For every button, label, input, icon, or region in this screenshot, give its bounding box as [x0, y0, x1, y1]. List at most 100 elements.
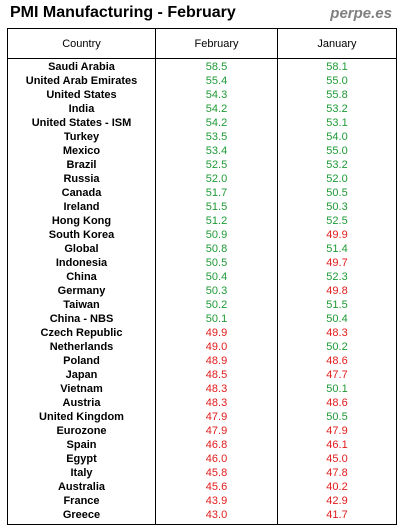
column-divider — [155, 29, 156, 524]
country-cell: Turkey — [63, 131, 100, 143]
header-divider — [8, 58, 396, 59]
january-value: 50.5 — [326, 187, 348, 199]
february-value: 46.8 — [205, 439, 228, 451]
february-value: 50.2 — [205, 299, 228, 311]
february-value: 45.8 — [205, 467, 228, 479]
january-value: 55.0 — [326, 145, 348, 157]
february-value: 50.1 — [205, 313, 228, 325]
table-row: Eurozone 47.9 47.9 — [8, 424, 396, 438]
table-row: Taiwan 50.2 51.5 — [8, 298, 396, 312]
january-value: 52.0 — [326, 173, 348, 185]
table-row: Poland 48.9 48.6 — [8, 354, 396, 368]
february-value: 50.3 — [205, 285, 228, 297]
january-value: 58.1 — [326, 61, 348, 73]
country-cell: Global — [64, 243, 99, 255]
february-value: 51.2 — [205, 215, 228, 227]
january-value: 51.4 — [326, 243, 348, 255]
pmi-table: Country February January Saudi Arabia 58.… — [7, 28, 397, 525]
february-value: 43.9 — [205, 495, 228, 507]
january-value: 55.8 — [326, 89, 348, 101]
country-cell: Russia — [63, 173, 100, 185]
country-cell: Vietnam — [60, 383, 103, 395]
country-cell: United Kingdom — [39, 411, 124, 423]
table-row: United Kingdom 47.9 50.5 — [8, 410, 396, 424]
table-row: Australia 45.6 40.2 — [8, 480, 396, 494]
country-cell: Ireland — [63, 201, 100, 213]
january-value: 52.5 — [326, 215, 348, 227]
january-value: 47.9 — [326, 425, 348, 437]
february-value: 51.7 — [205, 187, 228, 199]
january-value: 41.7 — [326, 509, 348, 521]
table-row: United States 54.3 55.8 — [8, 88, 396, 102]
january-value: 45.0 — [326, 453, 348, 465]
january-value: 49.7 — [326, 257, 348, 269]
february-value: 53.4 — [205, 145, 228, 157]
table-row: Greece 43.0 41.7 — [8, 508, 396, 522]
table-row: United States - ISM 54.2 53.1 — [8, 116, 396, 130]
table-row: Germany 50.3 49.8 — [8, 284, 396, 298]
february-value: 45.6 — [205, 481, 228, 493]
february-value: 52.5 — [205, 159, 228, 171]
january-value: 48.6 — [326, 355, 348, 367]
january-value: 42.9 — [326, 495, 348, 507]
chart-title: PMI Manufacturing - February — [10, 4, 236, 21]
country-cell: China - NBS — [49, 313, 114, 325]
january-value: 50.5 — [326, 411, 348, 423]
table-row: Russia 52.0 52.0 — [8, 172, 396, 186]
january-value: 50.3 — [326, 201, 348, 213]
country-cell: Canada — [61, 187, 102, 199]
january-value: 52.3 — [326, 271, 348, 283]
country-cell: Mexico — [62, 145, 101, 157]
country-cell: Brazil — [66, 159, 97, 171]
february-value: 47.9 — [205, 425, 228, 437]
january-value: 53.1 — [326, 117, 348, 129]
table-row: Indonesia 50.5 49.7 — [8, 256, 396, 270]
february-value: 50.4 — [205, 271, 228, 283]
january-value: 49.9 — [326, 229, 348, 241]
country-cell: India — [68, 103, 95, 115]
brand-watermark: perpe.es — [330, 5, 392, 22]
country-cell: Spain — [66, 439, 97, 451]
january-value: 50.1 — [326, 383, 348, 395]
february-value: 54.2 — [205, 103, 228, 115]
country-cell: United States — [46, 89, 117, 101]
january-value: 55.0 — [326, 75, 348, 87]
country-cell: Greece — [62, 509, 101, 521]
table-row: China - NBS 50.1 50.4 — [8, 312, 396, 326]
february-value: 54.3 — [205, 89, 228, 101]
country-cell: Germany — [57, 285, 106, 297]
february-value: 54.2 — [205, 117, 228, 129]
table-row: Netherlands 49.0 50.2 — [8, 340, 396, 354]
country-cell: Netherlands — [49, 341, 114, 353]
country-cell: Indonesia — [55, 257, 108, 269]
january-value: 53.2 — [326, 103, 348, 115]
header-february: February — [194, 38, 239, 50]
table-row: Italy 45.8 47.8 — [8, 466, 396, 480]
country-cell: Austria — [62, 397, 101, 409]
header-country: Country — [62, 38, 101, 50]
february-value: 48.9 — [205, 355, 228, 367]
january-value: 50.2 — [326, 341, 348, 353]
table-row: France 43.9 42.9 — [8, 494, 396, 508]
table-row: Czech Republic 49.9 48.3 — [8, 326, 396, 340]
table-row: India 54.2 53.2 — [8, 102, 396, 116]
country-cell: Italy — [70, 467, 93, 479]
country-cell: Hong Kong — [51, 215, 112, 227]
january-value: 47.7 — [326, 369, 348, 381]
table-row: Ireland 51.5 50.3 — [8, 200, 396, 214]
january-value: 47.8 — [326, 467, 348, 479]
column-divider — [277, 29, 278, 524]
january-value: 46.1 — [326, 439, 348, 451]
february-value: 52.0 — [205, 173, 228, 185]
header-january: January — [317, 38, 357, 50]
january-value: 51.5 — [326, 299, 348, 311]
january-value: 48.6 — [326, 397, 348, 409]
january-value: 50.4 — [326, 313, 348, 325]
february-value: 51.5 — [205, 201, 228, 213]
table-row: Austria 48.3 48.6 — [8, 396, 396, 410]
country-cell: Japan — [65, 369, 98, 381]
country-cell: Eurozone — [56, 425, 107, 437]
country-cell: Australia — [57, 481, 106, 493]
february-value: 58.5 — [205, 61, 228, 73]
country-cell: United Arab Emirates — [25, 75, 138, 87]
